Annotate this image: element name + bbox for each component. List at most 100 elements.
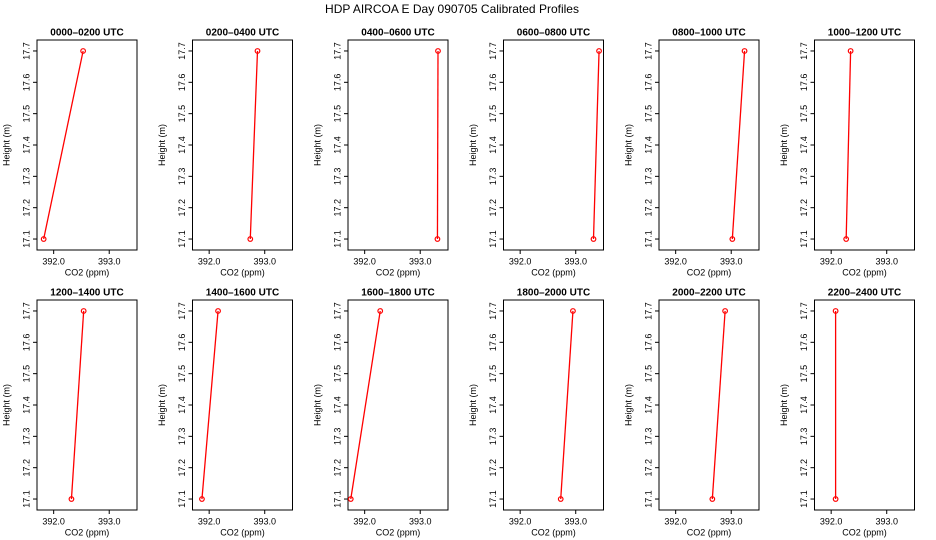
panel-title: 0400–0600 UTC	[361, 28, 434, 39]
y-axis-label: Height (m)	[623, 124, 633, 166]
y-tick-label: 17.6	[332, 334, 342, 352]
data-point	[557, 496, 564, 502]
y-tick-label: 17.3	[21, 428, 31, 446]
data-point	[843, 236, 850, 242]
y-tick-label: 17.7	[332, 302, 342, 320]
data-point	[709, 496, 716, 502]
data-point	[570, 308, 576, 314]
x-tick-label: 392.0	[820, 256, 843, 266]
y-tick-label: 17.2	[332, 459, 342, 477]
y-tick-label: 17.6	[177, 74, 187, 92]
x-tick-label: 392.0	[509, 256, 532, 266]
y-tick-label: 17.3	[799, 168, 809, 186]
y-tick-label: 17.4	[21, 136, 31, 154]
y-tick-label: 17.2	[21, 199, 31, 217]
y-tick-label: 17.4	[332, 396, 342, 414]
x-tick-label: 392.0	[198, 256, 221, 266]
y-tick-label: 17.2	[177, 199, 187, 217]
y-tick-label: 17.6	[21, 74, 31, 92]
x-tick-label: 393.0	[875, 256, 898, 266]
x-axis-label: CO2 (ppm)	[531, 527, 576, 537]
y-tick-label: 17.1	[799, 230, 809, 248]
y-tick-label: 17.5	[799, 105, 809, 123]
plot-frame	[192, 299, 293, 511]
profile-line	[249, 50, 259, 240]
profile-line	[731, 50, 746, 240]
profile-line	[592, 50, 600, 240]
y-tick-label: 17.4	[488, 396, 498, 414]
x-tick-label: 392.0	[198, 516, 221, 526]
y-tick-label: 17.6	[643, 74, 653, 92]
x-axis-label: CO2 (ppm)	[220, 267, 265, 277]
y-tick-label: 17.7	[643, 42, 653, 60]
y-tick-label: 17.3	[488, 428, 498, 446]
y-tick-label: 17.5	[332, 365, 342, 383]
y-tick-label: 17.7	[177, 42, 187, 60]
data-point	[247, 236, 254, 242]
y-tick-label: 17.1	[643, 490, 653, 508]
plot-frame	[347, 39, 449, 251]
y-tick-label: 17.3	[332, 168, 342, 186]
y-tick-label: 17.6	[643, 334, 653, 352]
figure-title: HDP AIRCOA E Day 090705 Calibrated Profi…	[325, 2, 579, 16]
y-tick-label: 17.1	[21, 230, 31, 248]
y-tick-label: 17.2	[799, 459, 809, 477]
data-point	[254, 48, 261, 54]
y-tick-label: 17.7	[332, 42, 342, 60]
panel: 2000–2200 UTC 392.0 393.0 17.1 17.2 17.3 17.4 1…	[623, 288, 760, 537]
y-tick-label: 17.6	[488, 74, 498, 92]
y-tick-label: 17.4	[488, 136, 498, 154]
y-tick-label: 17.7	[799, 302, 809, 320]
data-point	[832, 308, 839, 314]
plot-frame	[192, 39, 293, 251]
profile-line	[560, 310, 574, 500]
panel-title: 0200–0400 UTC	[206, 28, 279, 39]
x-tick-label: 393.0	[875, 516, 898, 526]
y-tick-label: 17.2	[21, 459, 31, 477]
y-tick-label: 17.5	[643, 105, 653, 123]
y-tick-label: 17.5	[21, 105, 31, 123]
y-tick-label: 17.1	[177, 490, 187, 508]
y-tick-label: 17.5	[21, 365, 31, 383]
y-tick-label: 17.4	[643, 396, 653, 414]
y-axis-label: Height (m)	[779, 124, 789, 166]
panel: 1200–1400 UTC 392.0 393.0 17.1 17.2 17.3 17.4 1…	[1, 288, 138, 537]
x-tick-label: 392.0	[509, 516, 532, 526]
x-tick-label: 393.0	[98, 256, 121, 266]
x-tick-label: 393.0	[720, 516, 743, 526]
x-tick-label: 393.0	[98, 516, 121, 526]
y-tick-label: 17.2	[332, 199, 342, 217]
x-tick-label: 393.0	[253, 256, 276, 266]
y-tick-label: 17.3	[643, 428, 653, 446]
y-tick-label: 17.7	[799, 42, 809, 60]
y-tick-label: 17.3	[643, 168, 653, 186]
panel: 0000–0200 UTC 392.0 393.0 17.1 17.2 17.3 17.4 1…	[1, 28, 138, 277]
panel-title: 0800–1000 UTC	[672, 28, 745, 39]
x-axis-label: CO2 (ppm)	[65, 267, 110, 277]
x-axis-label: CO2 (ppm)	[65, 527, 110, 537]
y-tick-label: 17.6	[332, 74, 342, 92]
y-axis-label: Height (m)	[623, 384, 633, 426]
y-tick-label: 17.1	[488, 490, 498, 508]
x-axis-label: CO2 (ppm)	[531, 267, 576, 277]
y-tick-label: 17.2	[643, 199, 653, 217]
data-point	[590, 236, 597, 242]
y-axis-label: Height (m)	[157, 124, 167, 166]
y-tick-label: 17.6	[177, 334, 187, 352]
panel: 1400–1600 UTC 392.0 393.0 17.1 17.2 17.3 17.4 1…	[157, 288, 293, 537]
x-axis-label: CO2 (ppm)	[687, 527, 732, 537]
profile-line	[845, 50, 852, 240]
x-tick-label: 392.0	[353, 516, 376, 526]
x-tick-label: 393.0	[564, 516, 587, 526]
y-tick-label: 17.6	[488, 334, 498, 352]
y-tick-label: 17.3	[332, 428, 342, 446]
y-tick-label: 17.7	[643, 302, 653, 320]
panel: 2200–2400 UTC 392.0 393.0 17.1 17.2 17.3 17.4 1…	[779, 288, 915, 537]
panel: 1800–2000 UTC 392.0 393.0 17.1 17.2 17.3 17.4 1…	[468, 288, 604, 537]
x-axis-label: CO2 (ppm)	[376, 267, 421, 277]
x-tick-label: 393.0	[720, 256, 743, 266]
panel-title: 2200–2400 UTC	[828, 288, 901, 299]
plot-frame	[503, 299, 604, 511]
panel-title: 0600–0800 UTC	[517, 28, 590, 39]
